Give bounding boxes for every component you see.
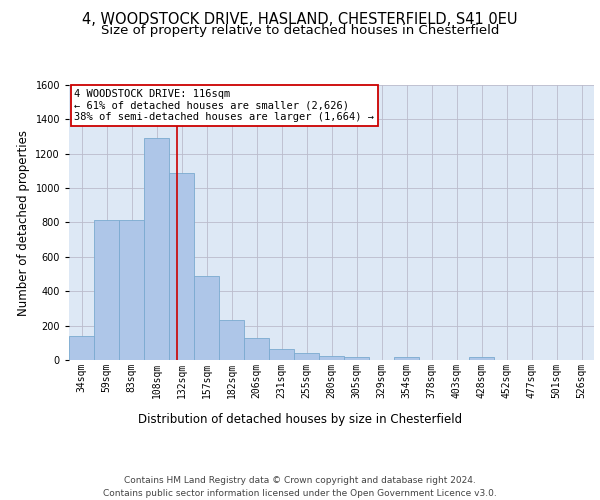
Y-axis label: Number of detached properties: Number of detached properties	[17, 130, 30, 316]
Text: 4 WOODSTOCK DRIVE: 116sqm
← 61% of detached houses are smaller (2,626)
38% of se: 4 WOODSTOCK DRIVE: 116sqm ← 61% of detac…	[74, 89, 374, 122]
Bar	[119, 220, 144, 360]
Bar	[344, 358, 369, 360]
Bar	[294, 353, 319, 360]
Bar	[144, 138, 169, 360]
Bar	[219, 320, 244, 360]
Bar	[69, 336, 94, 360]
Text: Distribution of detached houses by size in Chesterfield: Distribution of detached houses by size …	[138, 412, 462, 426]
Bar	[94, 220, 119, 360]
Bar	[169, 172, 194, 360]
Text: Contains public sector information licensed under the Open Government Licence v3: Contains public sector information licen…	[103, 489, 497, 498]
Text: Contains HM Land Registry data © Crown copyright and database right 2024.: Contains HM Land Registry data © Crown c…	[124, 476, 476, 485]
Bar	[244, 338, 269, 360]
Bar	[469, 358, 494, 360]
Text: 4, WOODSTOCK DRIVE, HASLAND, CHESTERFIELD, S41 0EU: 4, WOODSTOCK DRIVE, HASLAND, CHESTERFIEL…	[82, 12, 518, 28]
Bar	[194, 276, 219, 360]
Bar	[319, 356, 344, 360]
Text: Size of property relative to detached houses in Chesterfield: Size of property relative to detached ho…	[101, 24, 499, 37]
Bar	[394, 358, 419, 360]
Bar	[269, 349, 294, 360]
